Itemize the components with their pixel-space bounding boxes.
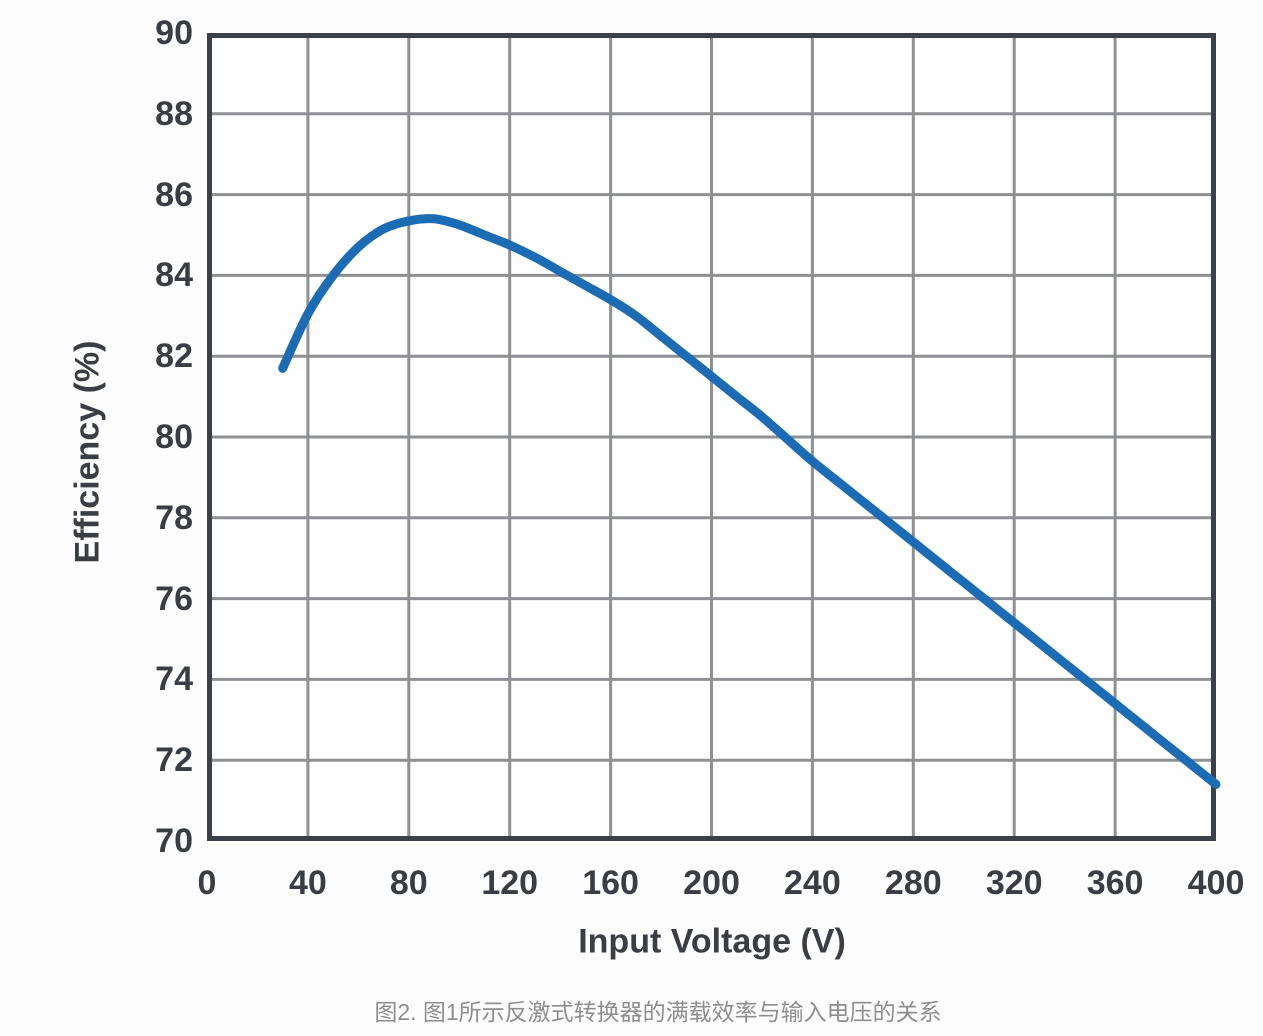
y-tick-label: 90 bbox=[155, 14, 193, 52]
y-tick-label: 70 bbox=[155, 822, 193, 860]
x-tick-label: 240 bbox=[784, 864, 841, 902]
x-tick-label: 160 bbox=[582, 864, 639, 902]
plot-border bbox=[207, 33, 1216, 841]
x-tick-label: 120 bbox=[481, 864, 539, 902]
x-tick-label: 320 bbox=[985, 864, 1043, 902]
y-tick-label: 74 bbox=[155, 660, 193, 699]
x-tick-label: 400 bbox=[1187, 864, 1245, 902]
y-tick-label: 88 bbox=[155, 94, 193, 133]
y-tick-label: 72 bbox=[155, 741, 193, 780]
efficiency-curve bbox=[278, 214, 1221, 789]
y-tick-label: 76 bbox=[155, 579, 193, 618]
x-tick-label: 80 bbox=[389, 864, 428, 902]
x-tick-label: 360 bbox=[1086, 864, 1144, 902]
y-tick-label: 86 bbox=[155, 175, 193, 214]
y-tick-label: 82 bbox=[155, 337, 193, 376]
y-axis-title: Efficiency (%) bbox=[68, 340, 107, 564]
x-tick-label: 200 bbox=[683, 864, 740, 902]
plot-area bbox=[207, 33, 1221, 841]
y-tick-label: 80 bbox=[155, 418, 193, 456]
efficiency-vs-voltage-chart bbox=[207, 33, 1221, 841]
y-tick-label: 78 bbox=[155, 498, 193, 537]
x-tick-label: 40 bbox=[288, 864, 327, 902]
figure-caption: 图2. 图1所示反激式转换器的满载效率与输入电压的关系 bbox=[374, 999, 942, 1025]
x-tick-label: 280 bbox=[884, 864, 942, 902]
x-axis-title: Input Voltage (V) bbox=[578, 922, 846, 961]
x-tick-label: 0 bbox=[197, 864, 217, 902]
y-tick-label: 84 bbox=[155, 256, 193, 295]
